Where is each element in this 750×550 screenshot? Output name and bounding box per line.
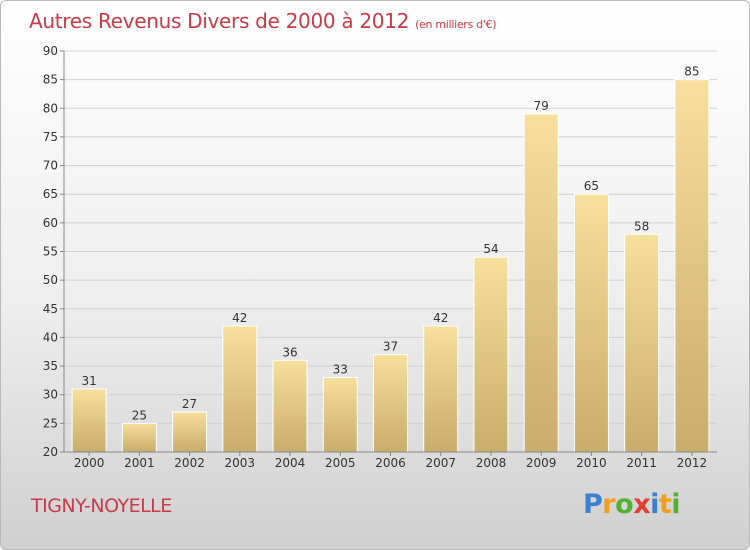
bar bbox=[322, 377, 358, 453]
x-tick-label: 2000 bbox=[74, 456, 105, 470]
bar bbox=[523, 113, 559, 453]
y-tick-label: 70 bbox=[43, 159, 58, 173]
logo-letter: o bbox=[615, 489, 634, 520]
data-label: 58 bbox=[634, 219, 649, 233]
logo-letter: t bbox=[658, 489, 672, 520]
data-label: 54 bbox=[483, 242, 498, 256]
y-tick-label: 90 bbox=[43, 44, 58, 58]
data-label: 37 bbox=[383, 340, 398, 354]
chart-title-text: Autres Revenus Divers de 2000 à 2012 bbox=[29, 9, 410, 33]
bar bbox=[573, 193, 609, 453]
bars: 31 25 27 42 36 33 37 42 54 79 65 58 85 bbox=[71, 65, 710, 453]
chart-subtitle: (en milliers d'€) bbox=[415, 18, 497, 31]
logo-letter: i bbox=[650, 489, 659, 520]
bar bbox=[473, 256, 509, 453]
logo-letter: x bbox=[633, 489, 651, 520]
logo-letter: i bbox=[671, 489, 681, 520]
bar bbox=[624, 233, 660, 453]
x-tick-label: 2008 bbox=[476, 456, 507, 470]
y-tick-label: 60 bbox=[43, 216, 58, 230]
data-label: 25 bbox=[132, 408, 147, 422]
commune-name: TIGNY-NOYELLE bbox=[31, 495, 172, 517]
chart-title: Autres Revenus Divers de 2000 à 2012 (en … bbox=[29, 9, 497, 33]
logo-letter: r bbox=[602, 489, 616, 520]
bar bbox=[272, 359, 308, 453]
x-tick-label: 2011 bbox=[626, 456, 657, 470]
x-tick-label: 2006 bbox=[375, 456, 406, 470]
y-tick-label: 40 bbox=[43, 330, 58, 344]
bar bbox=[674, 79, 710, 453]
data-label: 65 bbox=[584, 179, 599, 193]
x-tick-label: 2005 bbox=[325, 456, 356, 470]
x-tick-label: 2001 bbox=[124, 456, 155, 470]
y-tick-label: 20 bbox=[43, 445, 58, 459]
y-tick-label: 50 bbox=[43, 273, 58, 287]
bar bbox=[172, 411, 208, 453]
data-label: 79 bbox=[534, 99, 549, 113]
x-tick-label: 2003 bbox=[225, 456, 256, 470]
y-tick-label: 80 bbox=[43, 101, 58, 115]
y-tick-label: 75 bbox=[43, 130, 58, 144]
y-tick-label: 85 bbox=[43, 73, 58, 87]
data-label: 33 bbox=[333, 363, 348, 377]
x-tick-label: 2004 bbox=[275, 456, 306, 470]
y-tick-label: 30 bbox=[43, 388, 58, 402]
x-tick-label: 2007 bbox=[425, 456, 456, 470]
proxiti-logo: Proxiti bbox=[583, 489, 681, 520]
y-tick-label: 35 bbox=[43, 359, 58, 373]
x-tick-label: 2010 bbox=[576, 456, 607, 470]
x-tick-label: 2012 bbox=[677, 456, 708, 470]
logo-letter: P bbox=[583, 489, 603, 520]
bar bbox=[373, 354, 408, 453]
x-tick-label: 2009 bbox=[526, 456, 557, 470]
bar bbox=[423, 325, 459, 453]
y-tick-label: 55 bbox=[43, 245, 58, 259]
data-label: 27 bbox=[182, 397, 197, 411]
axes: 20 25 30 35 40 45 50 55 60 65 70 75 80 85 90 2000 2001 20… bbox=[43, 44, 717, 470]
bar bbox=[222, 325, 258, 453]
bar bbox=[121, 422, 157, 453]
y-tick-label: 25 bbox=[43, 416, 58, 430]
data-label: 85 bbox=[684, 65, 699, 79]
y-tick-label: 65 bbox=[43, 187, 58, 201]
data-label: 42 bbox=[433, 311, 448, 325]
y-tick-label: 45 bbox=[43, 302, 58, 316]
x-tick-label: 2002 bbox=[174, 456, 205, 470]
data-label: 42 bbox=[232, 311, 247, 325]
data-label: 36 bbox=[282, 345, 297, 359]
data-label: 31 bbox=[81, 374, 96, 388]
bar bbox=[71, 388, 107, 453]
